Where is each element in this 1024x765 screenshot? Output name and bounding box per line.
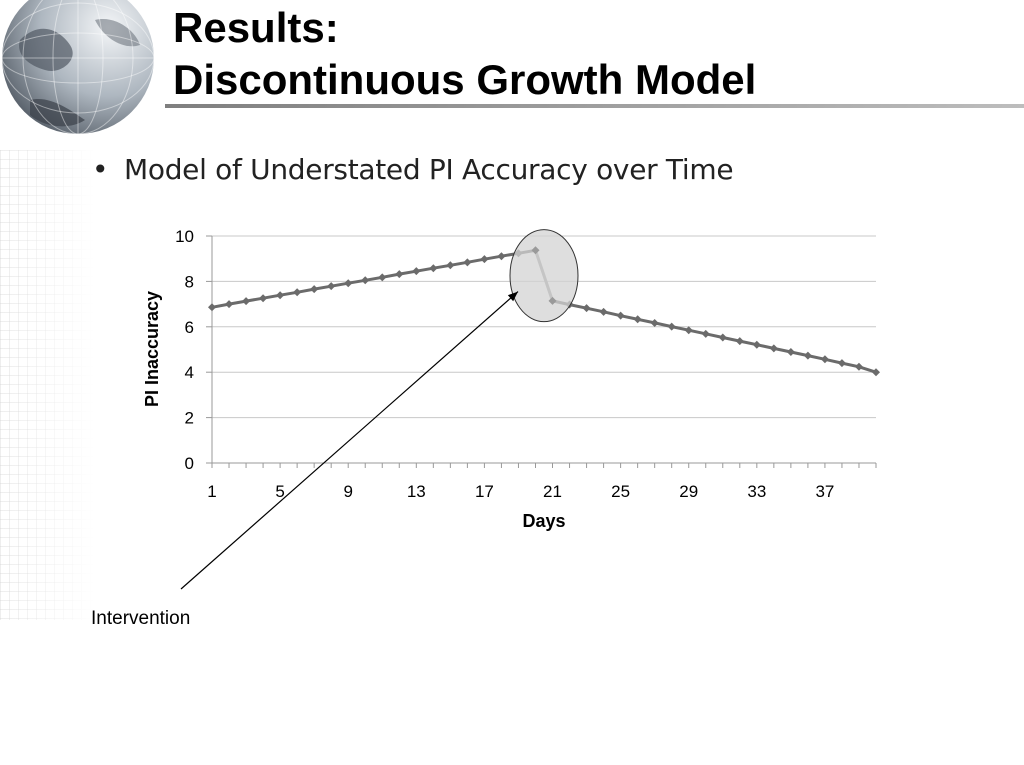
x-axis-label: Days <box>522 511 565 531</box>
bullet-item: • Model of Understated PI Accuracy over T… <box>92 153 734 186</box>
x-tick-label: 21 <box>543 482 562 501</box>
x-tick-label: 33 <box>747 482 766 501</box>
data-point <box>327 282 336 291</box>
data-point <box>633 315 642 324</box>
data-point <box>820 355 829 364</box>
x-tick-label: 13 <box>407 482 426 501</box>
data-point <box>276 291 285 300</box>
data-markers <box>208 249 880 377</box>
data-point <box>497 252 506 261</box>
x-tick-labels: 1 5 9 13 17 21 25 29 33 37 <box>207 482 834 501</box>
data-point <box>872 368 880 377</box>
y-tick-label: 2 <box>185 409 194 428</box>
data-point <box>480 255 489 264</box>
x-tick-label: 17 <box>475 482 494 501</box>
data-point <box>531 246 540 255</box>
x-tick-label: 1 <box>207 482 216 501</box>
data-point <box>429 264 438 273</box>
data-point <box>650 318 659 327</box>
data-point <box>310 285 319 294</box>
data-point <box>344 279 353 288</box>
data-point <box>667 322 676 331</box>
data-point <box>378 273 387 282</box>
axes <box>211 236 877 468</box>
x-tick-label: 9 <box>343 482 352 501</box>
x-tick-label: 5 <box>275 482 284 501</box>
highlighted-markers <box>531 246 557 305</box>
arrowhead-icon <box>507 291 518 302</box>
y-tick-label: 0 <box>185 454 194 473</box>
data-point <box>412 267 421 276</box>
x-tick-label: 29 <box>679 482 698 501</box>
title-line-1: Results: <box>173 4 339 51</box>
annotation-arrow <box>180 291 519 590</box>
title-divider <box>165 104 1024 108</box>
data-point <box>463 258 472 267</box>
y-tick-label: 6 <box>185 318 194 337</box>
title-line-2: Discontinuous Growth Model <box>173 56 757 103</box>
data-point <box>769 344 778 353</box>
data-point <box>786 347 795 356</box>
data-point <box>735 337 744 346</box>
slide-title: Results: Discontinuous Growth Model <box>173 2 756 106</box>
data-point <box>259 294 268 303</box>
data-point <box>242 297 251 306</box>
intervention-label: Intervention <box>91 608 190 629</box>
data-point <box>752 340 761 349</box>
data-point <box>701 329 710 338</box>
background-pattern <box>0 150 95 620</box>
x-tick-label: 37 <box>815 482 834 501</box>
y-axis-label: PI Inaccuracy <box>142 291 162 407</box>
data-point <box>361 276 370 285</box>
y-tick-labels: 0 2 4 6 8 10 <box>175 227 194 473</box>
x-tick-label: 25 <box>611 482 630 501</box>
data-point <box>293 288 302 297</box>
data-point <box>446 261 455 270</box>
data-point <box>395 270 404 279</box>
data-point <box>837 359 846 368</box>
data-point <box>854 362 863 371</box>
globe-icon <box>0 0 160 145</box>
y-tick-label: 10 <box>175 227 194 246</box>
data-point <box>208 303 216 312</box>
intervention-highlight-circle <box>509 229 579 323</box>
data-point <box>803 351 812 360</box>
data-point <box>225 300 234 309</box>
data-point <box>684 326 693 335</box>
data-point <box>616 311 625 320</box>
y-tick-label: 4 <box>185 363 194 382</box>
bullet-text: Model of Understated PI Accuracy over Ti… <box>124 153 734 186</box>
data-point <box>582 304 591 313</box>
y-tick-label: 8 <box>185 272 194 291</box>
bullet-dot-icon: • <box>92 153 109 186</box>
data-point <box>718 333 727 342</box>
data-point <box>599 307 608 316</box>
data-point <box>548 296 557 305</box>
